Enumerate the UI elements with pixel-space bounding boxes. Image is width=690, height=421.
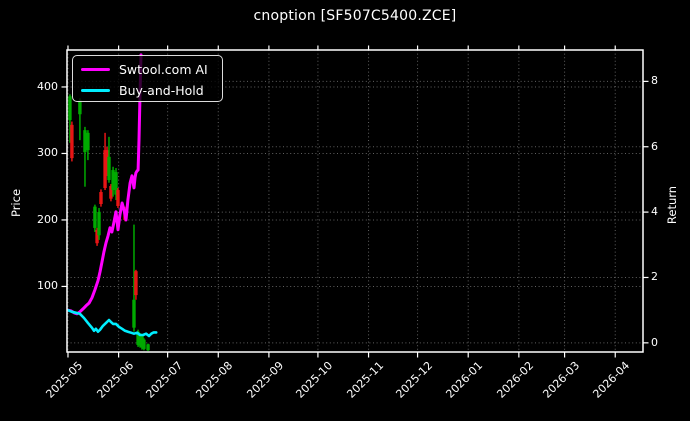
return-tick-label: 2 xyxy=(651,270,658,284)
plot-border xyxy=(66,49,644,353)
legend: Swtool.com AI Buy-and-Hold xyxy=(72,55,223,102)
legend-label-buy-and-hold: Buy-and-Hold xyxy=(119,83,204,98)
buy-and-hold-line xyxy=(66,308,158,338)
ai-line-swatch-icon xyxy=(81,68,110,71)
legend-item-swtool-ai: Swtool.com AI xyxy=(81,59,216,80)
price-axis-label: Price xyxy=(9,188,23,218)
price-tick-label: 300 xyxy=(37,146,58,160)
price-tick-label: 200 xyxy=(37,212,58,226)
ai-return-line xyxy=(66,53,143,316)
price-tick-label: 400 xyxy=(37,79,58,93)
return-tick-label: 6 xyxy=(651,139,658,153)
return-axis-label: Return xyxy=(665,185,679,225)
buy-and-hold-line-swatch-icon xyxy=(81,89,110,92)
price-tick-label: 100 xyxy=(37,279,58,293)
legend-label-swtool-ai: Swtool.com AI xyxy=(119,62,208,77)
legend-item-buy-and-hold: Buy-and-Hold xyxy=(81,80,216,101)
return-tick-label: 4 xyxy=(651,205,658,219)
return-tick-label: 0 xyxy=(651,335,658,349)
return-tick-label: 8 xyxy=(651,74,658,88)
chart-title: cnoption [SF507C5400.ZCE] xyxy=(253,8,457,24)
